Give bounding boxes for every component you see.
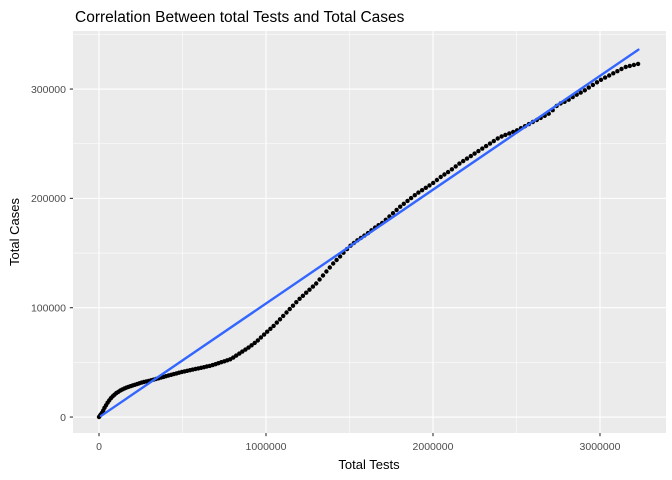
data-point xyxy=(307,287,312,292)
data-point xyxy=(304,290,309,295)
data-point xyxy=(271,323,276,329)
y-tick-label: 0 xyxy=(60,412,66,424)
data-point xyxy=(627,63,632,69)
x-tick-label: 2000000 xyxy=(413,441,454,453)
data-point xyxy=(431,180,436,186)
data-point xyxy=(635,61,641,67)
data-point xyxy=(487,141,493,146)
data-point xyxy=(495,136,500,141)
data-point xyxy=(331,261,336,266)
data-point xyxy=(480,146,485,151)
data-point xyxy=(499,134,504,139)
data-point xyxy=(503,132,508,138)
data-point xyxy=(265,329,270,334)
data-point xyxy=(438,174,443,180)
data-point xyxy=(464,156,470,161)
data-point xyxy=(483,143,489,149)
data-point xyxy=(246,345,251,350)
data-point xyxy=(324,269,329,274)
data-point xyxy=(598,77,604,83)
data-point xyxy=(586,85,591,90)
data-point xyxy=(434,177,440,183)
data-point xyxy=(394,207,399,213)
y-tick-label: 200000 xyxy=(31,193,66,205)
data-point xyxy=(300,293,306,298)
data-point xyxy=(619,66,624,72)
data-point xyxy=(390,211,396,216)
data-point xyxy=(261,332,267,337)
y-tick-label: 100000 xyxy=(31,303,66,315)
x-tick-label: 1000000 xyxy=(246,441,287,453)
data-point xyxy=(405,198,410,204)
x-axis-title: Total Tests xyxy=(338,457,400,472)
data-point xyxy=(427,183,432,188)
chart-title: Correlation Between total Tests and Tota… xyxy=(75,9,405,26)
data-point xyxy=(457,161,462,166)
data-point xyxy=(468,153,473,159)
data-point xyxy=(249,343,254,348)
data-point xyxy=(281,313,286,319)
data-point xyxy=(287,306,292,312)
data-point xyxy=(277,317,283,322)
data-point xyxy=(582,88,587,93)
data-point xyxy=(602,75,608,80)
data-point xyxy=(594,80,600,85)
data-point xyxy=(268,326,273,331)
data-point xyxy=(631,62,637,68)
data-point xyxy=(294,300,299,305)
data-point xyxy=(290,303,296,308)
data-point xyxy=(419,188,425,193)
data-point xyxy=(255,338,260,343)
data-point xyxy=(453,164,458,169)
data-point xyxy=(258,335,264,340)
data-point xyxy=(423,185,428,190)
data-point xyxy=(507,131,512,136)
data-point xyxy=(297,296,302,301)
data-point xyxy=(472,151,477,156)
data-point xyxy=(416,190,421,195)
y-axis-title: Total Cases xyxy=(7,198,22,266)
data-point xyxy=(578,90,583,95)
data-point xyxy=(449,167,455,172)
data-point xyxy=(445,169,451,175)
data-point xyxy=(317,277,322,282)
data-point xyxy=(310,284,316,289)
data-point xyxy=(334,257,339,263)
data-point xyxy=(314,281,319,286)
data-point xyxy=(408,195,414,201)
data-point xyxy=(442,172,447,177)
data-point xyxy=(476,148,481,154)
x-tick-label: 0 xyxy=(96,441,102,453)
data-point xyxy=(398,204,403,209)
data-point xyxy=(252,340,257,346)
data-point xyxy=(284,310,289,315)
trend-line xyxy=(99,48,640,418)
data-point xyxy=(274,320,279,325)
data-point xyxy=(607,73,612,78)
data-point xyxy=(623,64,628,70)
data-point xyxy=(611,71,616,76)
data-point xyxy=(590,82,596,88)
data-point xyxy=(320,273,326,278)
data-point xyxy=(401,201,406,206)
data-point xyxy=(327,265,332,270)
x-tick-label: 3000000 xyxy=(580,441,621,453)
data-point xyxy=(461,158,466,164)
data-point xyxy=(491,138,496,144)
data-point xyxy=(615,69,620,74)
data-point xyxy=(412,193,417,198)
y-tick-label: 300000 xyxy=(31,84,66,96)
data-point xyxy=(337,254,343,259)
